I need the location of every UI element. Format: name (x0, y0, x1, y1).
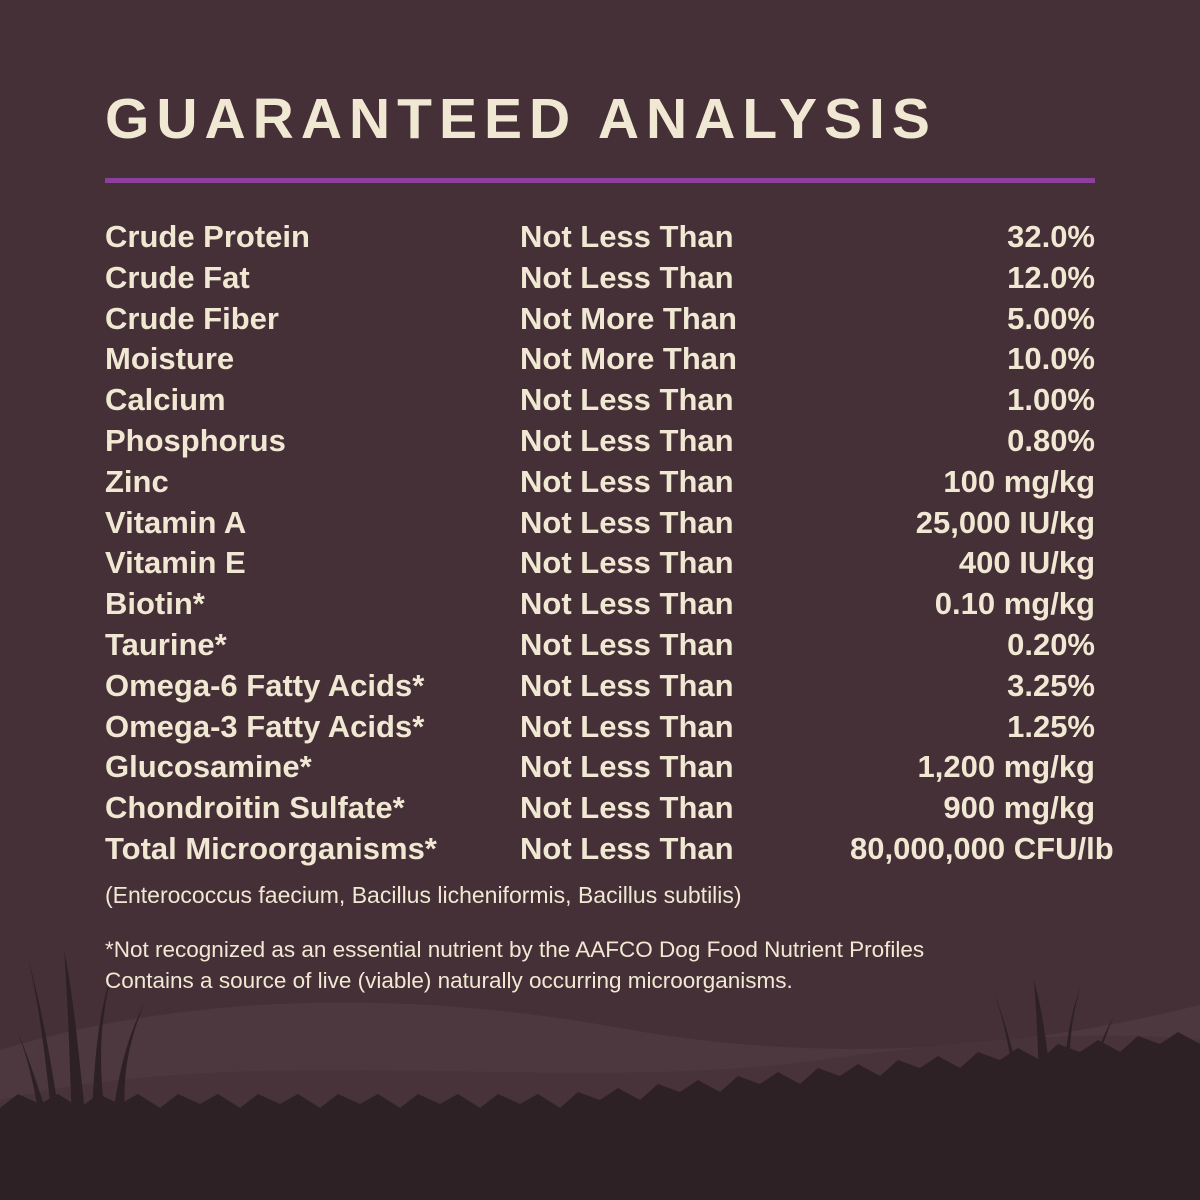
table-row: Taurine* Not Less Than 0.20% (105, 625, 1095, 666)
nutrient-value: 25,000 IU/kg (915, 504, 1095, 540)
table-row: Vitamin A Not Less Than 25,000 IU/kg (105, 503, 1095, 544)
nutrient-value: 100 mg/kg (943, 463, 1095, 499)
nutrient-name: Vitamin A (105, 504, 247, 540)
grass-left-icon (16, 950, 144, 1125)
table-row: Glucosamine* Not Less Than 1,200 mg/kg (105, 747, 1095, 788)
nutrient-name: Phosphorus (105, 422, 286, 458)
footnote-line-1: *Not recognized as an essential nutrient… (105, 936, 925, 962)
nutrient-value: 900 mg/kg (943, 790, 1095, 826)
table-row: Chondroitin Sulfate* Not Less Than 900 m… (105, 788, 1095, 829)
nutrient-name: Chondroitin Sulfate* (105, 790, 405, 826)
nutrient-value: 1,200 mg/kg (917, 749, 1095, 785)
footnote-line-2: Contains a source of live (viable) natur… (105, 967, 793, 993)
table-row: Crude Fat Not Less Than 12.0% (105, 258, 1095, 299)
qualifier: Not Less Than (520, 830, 734, 866)
nutrient-name: Omega-3 Fatty Acids* (105, 708, 425, 744)
page-title: GUARANTEED ANALYSIS (105, 87, 937, 151)
nutrient-name: Moisture (105, 341, 235, 377)
nutrient-name: Taurine* (105, 626, 227, 662)
landscape-silhouette (0, 950, 1200, 1200)
nutrient-value: 0.80% (1007, 422, 1095, 458)
qualifier: Not More Than (520, 341, 737, 377)
table-row: Phosphorus Not Less Than 0.80% (105, 421, 1095, 462)
nutrient-name: Biotin* (105, 586, 205, 622)
qualifier: Not Less Than (520, 504, 734, 540)
qualifier: Not Less Than (520, 219, 734, 254)
nutrient-name: Vitamin E (105, 545, 246, 581)
analysis-table: Crude Protein Not Less Than 32.0% Crude … (105, 217, 1114, 870)
nutrient-name: Zinc (105, 463, 169, 499)
nutrient-value: 1.00% (1007, 382, 1095, 418)
foreground-hill-shape (0, 1032, 1200, 1200)
table-row: Crude Protein Not Less Than 32.0% (105, 217, 1095, 258)
nutrient-name: Crude Protein (105, 219, 310, 254)
table-row: Moisture Not More Than 10.0% (105, 339, 1095, 380)
qualifier: Not Less Than (520, 708, 734, 744)
qualifier: Not Less Than (520, 463, 734, 499)
qualifier: Not Less Than (520, 422, 734, 458)
table-row: Crude Fiber Not More Than 5.00% (105, 299, 1095, 340)
qualifier: Not Less Than (520, 586, 734, 622)
table-row: Biotin* Not Less Than 0.10 mg/kg (105, 584, 1095, 625)
nutrient-name: Omega-6 Fatty Acids* (105, 667, 425, 703)
nutrient-name: Calcium (105, 382, 226, 418)
table-row: Omega-6 Fatty Acids* Not Less Than 3.25% (105, 666, 1095, 707)
nutrient-name: Crude Fiber (105, 300, 279, 336)
nutrient-value: 32.0% (1007, 219, 1095, 254)
nutrient-name: Total Microorganisms* (105, 830, 437, 866)
aafco-footnote: *Not recognized as an essential nutrient… (105, 934, 1095, 996)
table-row: Omega-3 Fatty Acids* Not Less Than 1.25% (105, 707, 1095, 748)
nutrient-value: 400 IU/kg (958, 545, 1095, 581)
nutrient-value: 12.0% (1007, 259, 1095, 295)
qualifier: Not Less Than (520, 790, 734, 826)
nutrient-value: 3.25% (1007, 667, 1095, 703)
nutrient-name: Glucosamine* (105, 749, 312, 785)
nutrient-value: 1.25% (1007, 708, 1095, 744)
qualifier: Not Less Than (520, 259, 734, 295)
table-row: Vitamin E Not Less Than 400 IU/kg (105, 543, 1095, 584)
nutrient-value: 80,000,000 CFU/lb (850, 830, 1114, 866)
grass-right-icon (994, 980, 1134, 1115)
table-row: Calcium Not Less Than 1.00% (105, 380, 1095, 421)
nutrient-value: 5.00% (1007, 300, 1095, 336)
qualifier: Not Less Than (520, 749, 734, 785)
nutrient-value: 0.10 mg/kg (934, 586, 1095, 622)
qualifier: Not Less Than (520, 382, 734, 418)
nutrient-value: 0.20% (1007, 626, 1095, 662)
qualifier: Not Less Than (520, 667, 734, 703)
qualifier: Not More Than (520, 300, 737, 336)
title-divider (105, 178, 1095, 183)
nutrient-value: 10.0% (1007, 341, 1095, 377)
nutrient-name: Crude Fat (105, 259, 250, 295)
table-row: Zinc Not Less Than 100 mg/kg (105, 462, 1095, 503)
qualifier: Not Less Than (520, 626, 734, 662)
table-row: Total Microorganisms* Not Less Than 80,0… (105, 829, 1114, 870)
microorganisms-note: (Enterococcus faecium, Bacillus lichenif… (105, 881, 742, 908)
qualifier: Not Less Than (520, 545, 734, 581)
